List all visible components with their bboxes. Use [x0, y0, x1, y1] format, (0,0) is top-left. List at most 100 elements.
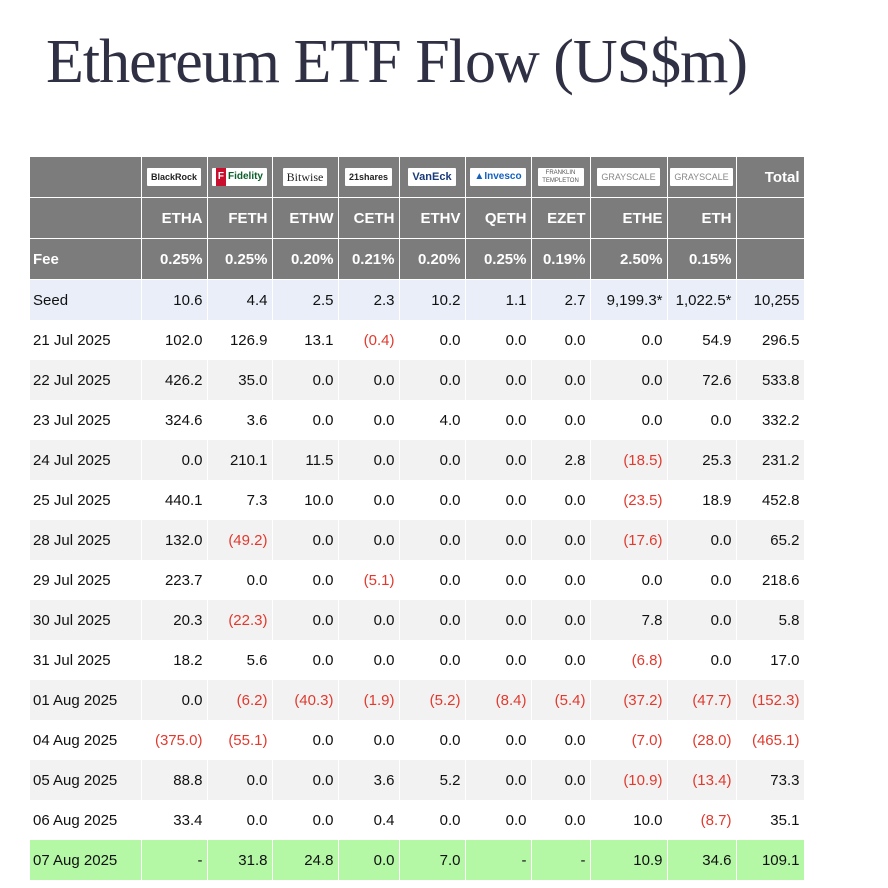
- flow-cell: 0.0: [338, 840, 400, 880]
- franklin-logo-text: FRANKLIN TEMPLETON: [542, 170, 579, 185]
- flow-cell: (55.1): [207, 720, 273, 760]
- fee-cell: 2.50%: [590, 238, 668, 280]
- date-cell: 31 Jul 2025: [30, 640, 142, 680]
- row-total-cell: 296.5: [736, 320, 805, 360]
- blackrock-logo: BlackRock: [146, 168, 202, 187]
- row-total-cell: 73.3: [736, 760, 805, 800]
- flow-cell: 0.0: [531, 400, 591, 440]
- flow-cell: 0.0: [338, 440, 400, 480]
- flow-cell: 7.8: [590, 600, 668, 640]
- bitwise-logo: Bitwise: [282, 168, 328, 187]
- flow-cell: (17.6): [590, 520, 668, 560]
- flow-cell: 0.0: [465, 320, 532, 360]
- flow-cell: (8.4): [465, 680, 532, 720]
- etf-flow-table: BlackRock F Fidelity Bitwise 21shares Van…: [30, 157, 805, 880]
- flow-cell: 5.6: [207, 640, 273, 680]
- flow-cell: 0.0: [272, 640, 339, 680]
- row-total-cell: 65.2: [736, 520, 805, 560]
- row-total-cell: (465.1): [736, 720, 805, 760]
- issuer-logo-cell: VanEck: [399, 157, 466, 198]
- flow-cell: -: [465, 840, 532, 880]
- flow-row: 30 Jul 2025 20.3 (22.3) 0.0 0.0 0.0 0.0 0.0 7.8 0…: [30, 600, 805, 640]
- grayscale-mini-logo: GRAYSCALE: [670, 168, 733, 187]
- row-total-cell: 218.6: [736, 560, 805, 600]
- seed-cell: 2.5: [272, 279, 339, 320]
- row-total-cell: 5.8: [736, 600, 805, 640]
- flow-cell: 0.0: [667, 400, 737, 440]
- flow-cell: 0.0: [465, 400, 532, 440]
- flow-cell: 0.0: [590, 360, 668, 400]
- seed-cell: 4.4: [207, 279, 273, 320]
- issuer-logo-cell: GRAYSCALE: [667, 157, 737, 198]
- flow-cell: 0.0: [399, 720, 466, 760]
- flow-cell: 0.0: [531, 800, 591, 840]
- issuer-logo-cell: F Fidelity: [207, 157, 273, 198]
- ticker-cell: CETH: [338, 197, 400, 239]
- flow-cell: 0.0: [272, 600, 339, 640]
- flow-cell: 0.0: [590, 560, 668, 600]
- flow-cell: 35.0: [207, 360, 273, 400]
- flow-cell: 0.0: [207, 760, 273, 800]
- flow-cell: 0.0: [531, 320, 591, 360]
- flow-cell: 33.4: [141, 800, 208, 840]
- flow-cell: 0.0: [667, 520, 737, 560]
- seed-total-cell: 10,255: [736, 279, 805, 320]
- flow-cell: 0.4: [338, 800, 400, 840]
- 21shares-logo: 21shares: [344, 168, 393, 187]
- seed-cell: 2.3: [338, 279, 400, 320]
- date-cell: 25 Jul 2025: [30, 480, 142, 520]
- flow-cell: 0.0: [338, 480, 400, 520]
- flow-row: 29 Jul 2025 223.7 0.0 0.0 (5.1) 0.0 0.0 0.0 0.0 0…: [30, 560, 805, 600]
- issuer-logo-cell: GRAYSCALE: [590, 157, 668, 198]
- date-cell: 01 Aug 2025: [30, 680, 142, 720]
- flow-cell: 72.6: [667, 360, 737, 400]
- flow-cell: 0.0: [590, 400, 668, 440]
- date-cell: 29 Jul 2025: [30, 560, 142, 600]
- flow-cell: 0.0: [531, 600, 591, 640]
- ticker-corner-cell: [30, 197, 142, 239]
- flow-cell: 3.6: [338, 760, 400, 800]
- flow-cell: 0.0: [465, 800, 532, 840]
- flow-cell: 0.0: [399, 520, 466, 560]
- flow-row: 05 Aug 2025 88.8 0.0 0.0 3.6 5.2 0.0 0.0 (10.9)(…: [30, 760, 805, 800]
- flow-cell: 0.0: [207, 560, 273, 600]
- flow-cell: 2.8: [531, 440, 591, 480]
- flow-cell: 88.8: [141, 760, 208, 800]
- date-cell: 04 Aug 2025: [30, 720, 142, 760]
- flow-cell: 13.1: [272, 320, 339, 360]
- flow-cell: 440.1: [141, 480, 208, 520]
- ticker-total-cell: [736, 197, 805, 239]
- issuer-logo-cell: Bitwise: [272, 157, 339, 198]
- row-total-cell: 231.2: [736, 440, 805, 480]
- ticker-header-row: ETHA FETH ETHW CETH ETHV QETH EZET ETHE …: [30, 197, 805, 239]
- flow-cell: 0.0: [590, 320, 668, 360]
- date-cell: 30 Jul 2025: [30, 600, 142, 640]
- flow-cell: 0.0: [399, 360, 466, 400]
- total-column-header: Total: [736, 157, 805, 198]
- date-cell: 07 Aug 2025: [30, 840, 142, 880]
- flow-cell: 10.9: [590, 840, 668, 880]
- fee-cell: 0.19%: [531, 238, 591, 280]
- flow-cell: 0.0: [399, 600, 466, 640]
- flow-cell: (8.7): [667, 800, 737, 840]
- flow-cell: 0.0: [531, 520, 591, 560]
- fidelity-mark-icon: F: [215, 168, 226, 187]
- flow-cell: 126.9: [207, 320, 273, 360]
- franklin-templeton-logo: FRANKLIN TEMPLETON: [537, 168, 584, 187]
- flow-cell: 0.0: [272, 560, 339, 600]
- flow-cell: 31.8: [207, 840, 273, 880]
- seed-cell: 9,199.3*: [590, 279, 668, 320]
- flow-cell: 0.0: [531, 480, 591, 520]
- row-total-cell: 332.2: [736, 400, 805, 440]
- flow-cell: 0.0: [465, 600, 532, 640]
- flow-cell: (10.9): [590, 760, 668, 800]
- row-total-cell: 109.1: [736, 840, 805, 880]
- flow-cell: 0.0: [531, 360, 591, 400]
- ticker-cell: ETHE: [590, 197, 668, 239]
- fidelity-logo-text: Fidelity: [227, 171, 263, 183]
- flow-cell: 0.0: [338, 400, 400, 440]
- date-cell: 23 Jul 2025: [30, 400, 142, 440]
- issuer-logo-cell: 21shares: [338, 157, 400, 198]
- flow-cell: 102.0: [141, 320, 208, 360]
- flow-cell: 5.2: [399, 760, 466, 800]
